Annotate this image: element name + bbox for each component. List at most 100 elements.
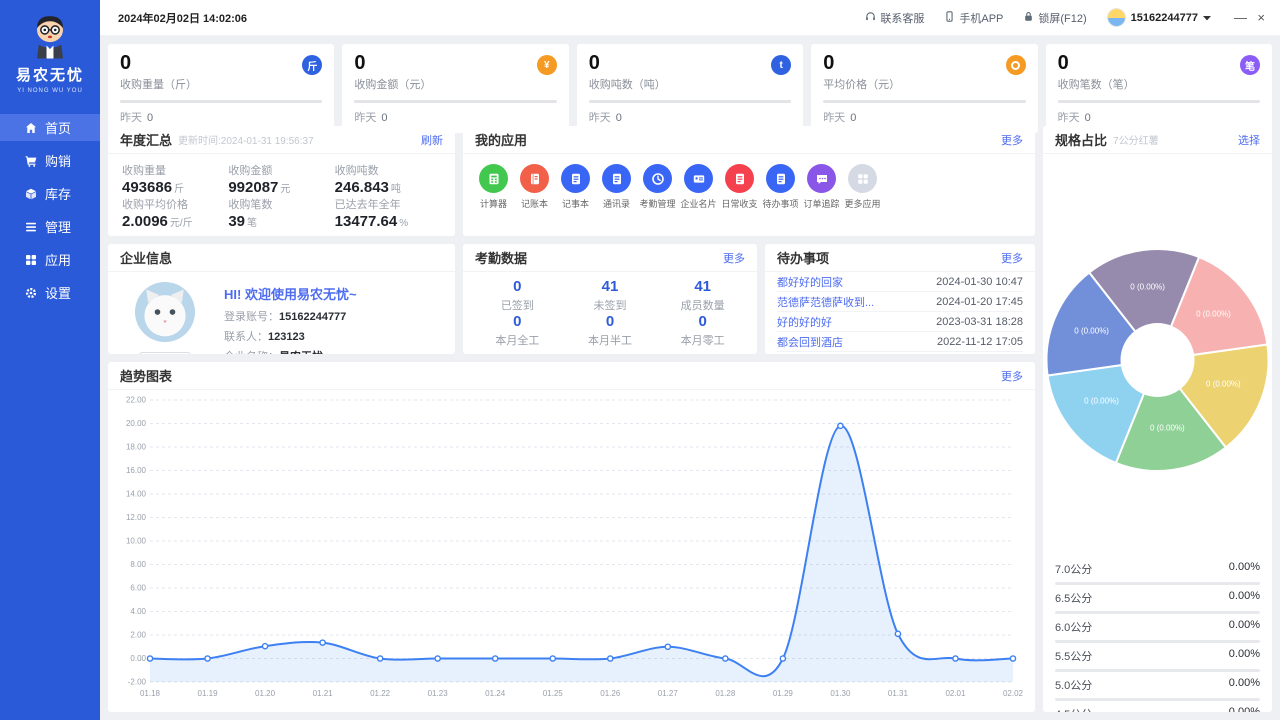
pie-slice-label: 0 (0.00%) (1130, 283, 1165, 292)
trend-point (376, 655, 384, 662)
pie-slice-label: 0 (0.00%) (1206, 380, 1241, 389)
todo-item-link[interactable]: 好的好的好 (777, 316, 832, 329)
headset-icon (865, 11, 876, 25)
topbar: 2024年02月02日 14:02:06 联系客服 手机APP 锁屏(F12) 15… (100, 0, 1280, 36)
pie-slice-label: 0 (0.00%) (1084, 397, 1119, 406)
stat-icon-purchase-weight: 斤 (302, 55, 323, 75)
trend-point (779, 655, 787, 662)
company-avatar (135, 282, 195, 342)
annual-item: 收购重量 493686 斤 (122, 162, 228, 196)
sidebar-item-trade[interactable]: 购销 (0, 147, 100, 174)
app-item-notepad[interactable]: 记事本 (555, 164, 596, 210)
sidebar-item-inventory[interactable]: 库存 (0, 180, 100, 207)
stat-label: 收购金额（元） (354, 79, 432, 91)
spec-legend-percent: 0.00% (1228, 619, 1260, 631)
spec-legend-label: 6.5公分 (1055, 593, 1093, 605)
sidebar-item-label: 首页 (45, 121, 72, 136)
app-item-contacts[interactable]: 通讯录 (596, 164, 637, 210)
annual-item-label: 收购笔数 (228, 199, 273, 211)
trend-x-tick: 01.18 (140, 689, 161, 698)
spec-select-link[interactable]: 选择 (1238, 134, 1260, 147)
grid-icon (24, 253, 37, 266)
attendance-more-link[interactable]: 更多 (723, 252, 745, 265)
attendance-item: 41 成员数量 (656, 278, 749, 313)
trend-more-link[interactable]: 更多 (1001, 370, 1023, 383)
annual-value-unit: 斤 (174, 184, 185, 195)
todo-item-link[interactable]: 都好好的回家 (777, 276, 843, 289)
app-item-more-apps[interactable]: 更多应用 (842, 164, 883, 210)
annual-value-number: 2.0096 (122, 213, 168, 230)
minimize-button[interactable]: — (1233, 9, 1247, 25)
trend-x-tick: 01.27 (658, 689, 679, 698)
todo-item-link[interactable]: 范德萨范德萨收到... (777, 296, 875, 309)
cart-icon (24, 154, 37, 167)
company-fields: 登录账号：15162244777联系人：123123企业名称：易农无忧企业地址：… (224, 308, 406, 354)
trend-x-tick: 01.26 (600, 689, 621, 698)
app-item-business-card[interactable]: 企业名片 (678, 164, 719, 210)
annual-value-number: 39 (228, 213, 246, 230)
todo-more-link[interactable]: 更多 (1001, 252, 1023, 265)
attendance-label: 未签到 (593, 300, 627, 312)
pie-slice-1 (1155, 255, 1269, 362)
topbar-link-label: 锁屏(F12) (1038, 12, 1087, 25)
close-button[interactable]: × (1257, 9, 1265, 25)
spec-legend-label: 6.0公分 (1055, 622, 1093, 634)
sidebar-item-apps[interactable]: 应用 (0, 246, 100, 273)
app-item-calculator[interactable]: 计算器 (473, 164, 514, 210)
trend-y-tick: 12.00 (126, 513, 147, 522)
spec-legend-label: 4.5公分 (1055, 706, 1092, 712)
chevron-down-icon (1202, 15, 1211, 20)
sidebar-item-label: 购销 (45, 154, 72, 169)
trend-y-tick: 2.00 (130, 631, 146, 640)
spec-legend-bar (1055, 582, 1260, 585)
app-item-todo-items[interactable]: 待办事项 (760, 164, 801, 210)
company-field-value: 15162244777 (279, 311, 347, 323)
todo-item-time: 2022-11-12 17:05 (936, 335, 1023, 348)
topbar-link-mobile-app[interactable]: 手机APP (944, 10, 1003, 26)
trend-y-tick: 16.00 (126, 466, 147, 475)
attendance-item: 0 本月半工 (564, 313, 657, 348)
stat-icon-purchase-amount: ¥ (536, 55, 557, 75)
topbar-link-lock-screen[interactable]: 锁屏(F12) (1023, 10, 1087, 26)
topbar-link-service[interactable]: 联系客服 (865, 10, 924, 26)
my-apps-more-link[interactable]: 更多 (1001, 134, 1023, 147)
stat-value: 0 (1057, 52, 1069, 74)
business-card-icon (684, 164, 713, 193)
trend-y-tick: 8.00 (130, 560, 146, 569)
yesterday-value: 0 (381, 112, 388, 124)
spec-legend: 7.0公分 0.00% 6.5公分 0.00% 6.0公分 0.00% 5.5公分 0.00%… (1043, 556, 1272, 712)
sidebar-item-manage[interactable]: 管理 (0, 213, 100, 240)
home-icon (24, 121, 37, 134)
app-item-attendance-manage[interactable]: 考勤管理 (637, 164, 678, 210)
sidebar-item-settings[interactable]: 设置 (0, 279, 100, 306)
company-info-panel: 企业信息 (108, 244, 455, 354)
annual-value-unit: % (399, 218, 409, 229)
sidebar-item-home[interactable]: 首页 (0, 114, 100, 141)
account-phone: 15162244777 (1130, 11, 1198, 24)
trend-point (1009, 655, 1017, 662)
trend-y-tick: 18.00 (126, 443, 147, 452)
annual-item-value: 39 笔 (228, 213, 334, 230)
app-item-account-book[interactable]: 记账本 (514, 164, 555, 210)
trend-area (150, 425, 1013, 682)
todo-item-link[interactable]: 都会回到酒店 (777, 336, 843, 349)
yesterday-value: 0 (147, 112, 154, 124)
trend-point (204, 655, 211, 662)
trend-point (606, 655, 614, 662)
account-dropdown[interactable]: 15162244777 (1106, 8, 1211, 27)
spec-legend-bar (1055, 611, 1260, 614)
app-item-daily-expense[interactable]: 日常收支 (719, 164, 760, 210)
app-item-order-tracking[interactable]: 订单追踪 (801, 164, 842, 210)
stat-icon-purchase-tons: t (771, 55, 792, 75)
pie-slice-label: 0 (0.00%) (1074, 326, 1109, 335)
yesterday-label: 昨天 (823, 112, 846, 124)
trend-y-tick: 0.00 (130, 654, 146, 663)
stat-label: 收购笔数（笔） (1057, 79, 1135, 91)
spec-legend-label: 7.0公分 (1055, 564, 1093, 576)
todo-item-time: 2024-01-30 10:47 (936, 275, 1023, 288)
trend-y-tick: 4.00 (130, 607, 146, 616)
refresh-link[interactable]: 刷新 (421, 134, 443, 147)
spec-legend-percent: 0.00% (1228, 677, 1260, 689)
spec-legend-label: 5.0公分 (1055, 680, 1093, 692)
yesterday-value: 0 (850, 112, 857, 124)
